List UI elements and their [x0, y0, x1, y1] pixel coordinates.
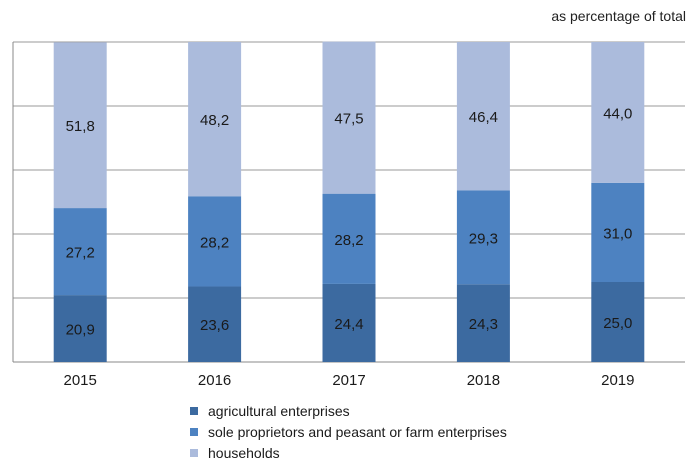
legend-swatch: [190, 406, 198, 415]
bar-segment: [456, 42, 510, 191]
data-label: 48,2: [200, 112, 229, 129]
data-label: 24,4: [334, 316, 363, 333]
legend-item: households: [190, 442, 507, 463]
bar-segment: [322, 41, 376, 194]
chart-plot: 20,9 27,2 51,8 2015 23,6 28,2 48,2 2016 24,4 28,2…: [12, 41, 685, 389]
legend-label: households: [208, 444, 280, 461]
bar-segment: [322, 193, 376, 284]
data-label: 44,0: [603, 105, 632, 122]
data-label: 25,0: [603, 315, 632, 332]
bar-segment: [188, 196, 242, 287]
data-label: 28,2: [200, 234, 229, 251]
bar-segment: [591, 182, 645, 282]
bar-segment: [53, 295, 107, 362]
data-label: 51,8: [66, 118, 95, 135]
bar-segment: [53, 42, 107, 209]
data-label: 29,3: [469, 230, 498, 247]
data-label: 47,5: [334, 111, 363, 128]
bar-segment: [456, 190, 510, 285]
data-label: 46,4: [469, 109, 498, 126]
x-tick-label: 2015: [64, 372, 97, 389]
legend-item: agricultural enterprises: [190, 400, 507, 421]
bar-segment: [188, 42, 242, 197]
legend-label: agricultural enterprises: [208, 402, 350, 419]
legend-label: sole proprietors and peasant or farm ent…: [208, 423, 507, 440]
unit-note: as percentage of total: [551, 8, 686, 24]
x-tick-label: 2018: [467, 372, 500, 389]
data-label: 28,2: [334, 232, 363, 249]
x-tick-label: 2019: [601, 372, 634, 389]
data-label: 27,2: [66, 245, 95, 262]
data-label: 20,9: [66, 322, 95, 339]
data-label: 23,6: [200, 317, 229, 334]
x-tick-label: 2017: [332, 372, 365, 389]
legend-item: sole proprietors and peasant or farm ent…: [190, 421, 507, 442]
bar-segment: [591, 42, 645, 183]
legend-swatch: [190, 448, 198, 457]
data-label: 24,3: [469, 316, 498, 333]
bar-segment: [188, 286, 242, 362]
bar-segment: [591, 282, 645, 362]
bar-segment: [322, 283, 376, 362]
legend-swatch: [190, 427, 198, 436]
data-label: 31,0: [603, 225, 632, 242]
bar-segment: [53, 208, 107, 296]
bar-segment: [456, 284, 510, 362]
legend: agricultural enterprises sole proprietors…: [190, 400, 507, 463]
x-tick-label: 2016: [198, 372, 231, 389]
